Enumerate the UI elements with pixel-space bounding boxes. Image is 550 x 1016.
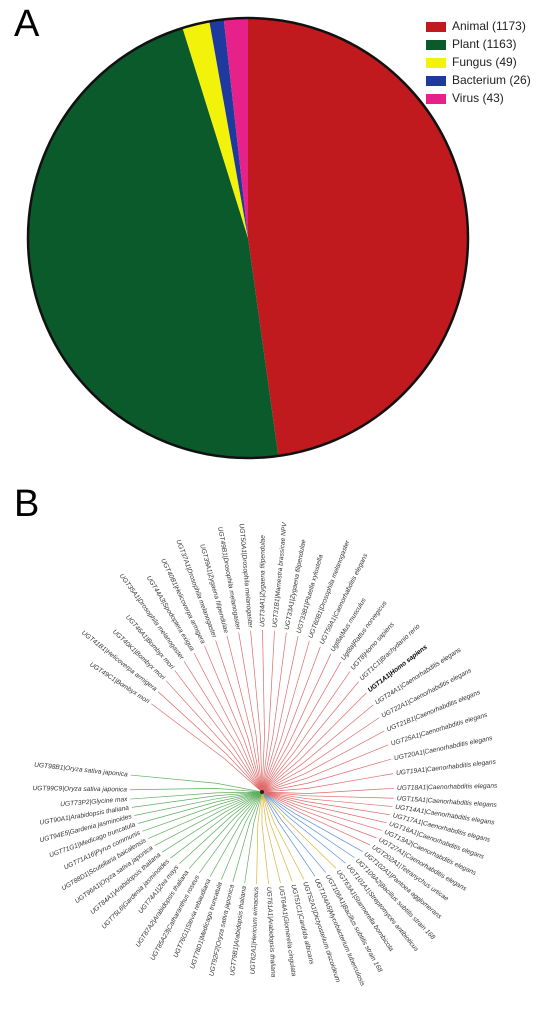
tree-branch: [170, 791, 263, 859]
leaf-label: UGT49C1|Bombyx mori: [88, 661, 151, 705]
tree-branch: [232, 791, 263, 882]
tree-branch: [261, 791, 371, 846]
tree-branch: [261, 640, 310, 793]
legend-swatch: [426, 94, 446, 104]
tree-branch: [261, 791, 355, 858]
pie-outline: [26, 16, 470, 460]
tree-branch: [250, 630, 263, 793]
tree-branch: [261, 791, 293, 882]
tree-branch: [261, 661, 342, 793]
legend-swatch: [426, 22, 446, 32]
tree-branch: [220, 791, 263, 880]
tree-branch: [193, 652, 263, 793]
tree-branch: [226, 635, 263, 793]
tree-branch: [261, 773, 394, 793]
leaf-label: UGT61A1|Arabidopsis thaliana: [265, 887, 277, 978]
tree-branch: [130, 774, 263, 793]
leaf-label: UGT62A1|Hericium erinaceus: [250, 886, 261, 974]
pie-slice: [182, 21, 248, 238]
tree-branch: [261, 744, 389, 793]
legend-swatch: [426, 58, 446, 68]
tree-branch: [183, 661, 263, 793]
tree-branch: [131, 791, 263, 808]
tree-branch: [256, 791, 263, 884]
tree-branch: [261, 632, 287, 793]
tree-branch: [165, 680, 263, 793]
legend-swatch: [426, 76, 446, 86]
legend-swatch: [426, 40, 446, 50]
tree-branch: [261, 791, 269, 884]
tree-branch: [261, 671, 351, 793]
tree-branch: [261, 791, 281, 884]
leaf-label: UGT18A1|Caenorhabditis elegans: [397, 783, 498, 792]
panel-label: B: [14, 483, 39, 525]
tree-branch: [261, 653, 332, 793]
tree-branch: [209, 791, 263, 877]
legend-label: Plant (1163): [452, 37, 516, 51]
tree-branch: [137, 791, 263, 824]
tree-branch: [215, 640, 263, 793]
tree-branch: [261, 791, 337, 869]
pie-slice: [223, 18, 248, 238]
tree-branch: [148, 791, 263, 839]
tree-branch: [261, 791, 305, 880]
tree-branch: [204, 645, 263, 793]
tree-branch: [261, 636, 299, 793]
tree-branch: [261, 787, 394, 794]
tree-branch: [151, 703, 263, 793]
tree-branch: [188, 791, 263, 869]
tree-root: [260, 790, 264, 794]
tree-branch: [199, 791, 263, 874]
tree-branch: [261, 791, 394, 799]
tree-branch: [134, 791, 263, 816]
tree-branch: [261, 791, 346, 864]
tree-branch: [261, 791, 387, 824]
tree-branch: [261, 791, 377, 839]
pie-slice: [28, 27, 279, 458]
tree-branch: [261, 704, 374, 793]
leaf-label: UGT19A1|Caenorhabditis elegans: [396, 759, 497, 777]
tree-branch: [130, 788, 263, 793]
leaf-label: UGT98B1|Oryza sativa japonica: [34, 762, 129, 779]
tree-branch: [261, 717, 380, 793]
pie-slice: [209, 19, 248, 239]
panel-label: A: [14, 3, 40, 45]
tree-branch: [261, 791, 390, 816]
tree-branch: [154, 791, 263, 846]
tree-branch: [244, 791, 263, 884]
tree-branch: [130, 791, 263, 800]
legend-label: Fungus (49): [452, 55, 517, 69]
tree-branch: [261, 791, 363, 852]
legend-label: Animal (1173): [452, 19, 526, 33]
tree-branch: [261, 692, 367, 793]
tree-branch: [261, 681, 359, 793]
leaf-label: UGT99C9|Oryza sativa japonica: [33, 785, 128, 793]
tree-branch: [238, 632, 263, 793]
tree-branch: [261, 730, 385, 793]
tree-branch: [142, 791, 263, 832]
leaf-label: UGT50A1|Drosophila melanogaster: [238, 523, 254, 628]
legend-label: Virus (43): [452, 91, 504, 105]
tree-branch: [261, 791, 383, 831]
tree-branch: [261, 791, 393, 807]
tree-branch: [179, 791, 263, 864]
pie-slice: [248, 18, 468, 456]
legend-label: Bacterium (26): [452, 73, 531, 87]
tree-branch: [261, 630, 275, 793]
tree-branch: [174, 670, 263, 793]
tree-branch: [261, 791, 316, 877]
tree-branch: [261, 758, 392, 793]
tree-branch: [261, 791, 327, 873]
tree-branch: [161, 791, 263, 853]
tree-branch: [261, 629, 265, 793]
tree-branch: [261, 646, 321, 793]
tree-branch: [158, 691, 263, 793]
leaf-label: UGT34A1|Zygaena filipendulae: [259, 535, 266, 627]
